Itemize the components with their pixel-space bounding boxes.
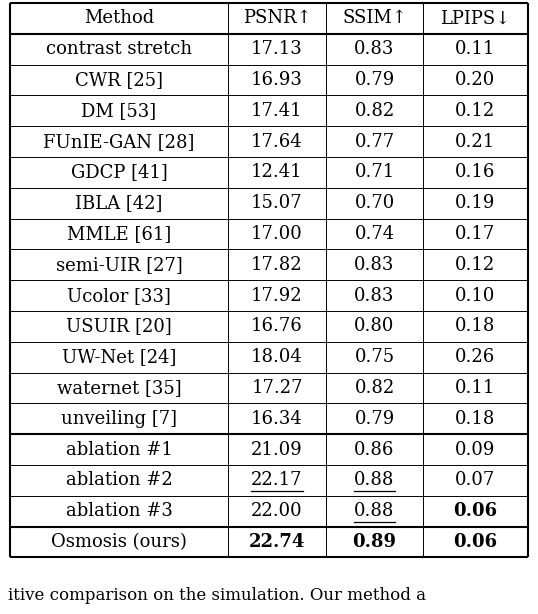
- Text: 17.27: 17.27: [251, 379, 303, 397]
- Text: SSIM↑: SSIM↑: [342, 9, 407, 28]
- Text: Method: Method: [84, 9, 154, 28]
- Text: 0.82: 0.82: [355, 102, 395, 120]
- Text: ablation #1: ablation #1: [66, 441, 173, 459]
- Text: 15.07: 15.07: [251, 194, 303, 212]
- Text: 0.20: 0.20: [455, 71, 495, 89]
- Text: 0.75: 0.75: [355, 348, 394, 366]
- Text: 0.12: 0.12: [455, 102, 495, 120]
- Text: 17.82: 17.82: [251, 256, 303, 274]
- Text: 0.21: 0.21: [455, 133, 495, 150]
- Text: 17.13: 17.13: [251, 40, 303, 58]
- Text: ablation #3: ablation #3: [66, 502, 173, 520]
- Text: FUnIE-GAN [28]: FUnIE-GAN [28]: [44, 133, 195, 150]
- Text: 0.19: 0.19: [455, 194, 495, 212]
- Text: 21.09: 21.09: [251, 441, 303, 459]
- Text: ablation #2: ablation #2: [66, 472, 172, 489]
- Text: 0.83: 0.83: [355, 287, 395, 305]
- Text: Osmosis (ours): Osmosis (ours): [51, 533, 187, 551]
- Text: 0.11: 0.11: [455, 40, 495, 58]
- Text: 0.06: 0.06: [454, 502, 498, 520]
- Text: UW-Net [24]: UW-Net [24]: [62, 348, 176, 366]
- Text: 17.00: 17.00: [251, 225, 303, 243]
- Text: 0.10: 0.10: [455, 287, 495, 305]
- Text: 17.41: 17.41: [251, 102, 303, 120]
- Text: 0.74: 0.74: [355, 225, 394, 243]
- Text: GDCP [41]: GDCP [41]: [70, 163, 167, 181]
- Text: 0.26: 0.26: [455, 348, 495, 366]
- Text: 0.12: 0.12: [455, 256, 495, 274]
- Text: contrast stretch: contrast stretch: [46, 40, 192, 58]
- Text: 22.00: 22.00: [251, 502, 303, 520]
- Text: USUIR [20]: USUIR [20]: [66, 317, 172, 335]
- Text: 16.93: 16.93: [251, 71, 303, 89]
- Text: LPIPS↓: LPIPS↓: [440, 9, 511, 28]
- Text: MMLE [61]: MMLE [61]: [67, 225, 171, 243]
- Text: CWR [25]: CWR [25]: [75, 71, 163, 89]
- Text: 0.71: 0.71: [355, 163, 395, 181]
- Text: 0.07: 0.07: [455, 472, 495, 489]
- Text: 0.79: 0.79: [355, 410, 395, 428]
- Text: 0.88: 0.88: [355, 472, 395, 489]
- Text: 0.83: 0.83: [355, 256, 395, 274]
- Text: 0.80: 0.80: [355, 317, 395, 335]
- Text: 17.64: 17.64: [251, 133, 303, 150]
- Text: 22.17: 22.17: [251, 472, 303, 489]
- Text: 0.06: 0.06: [454, 533, 498, 551]
- Text: itive comparison on the simulation. Our method a: itive comparison on the simulation. Our …: [8, 588, 426, 605]
- Text: 0.18: 0.18: [455, 317, 495, 335]
- Text: PSNR↑: PSNR↑: [243, 9, 312, 28]
- Text: 0.77: 0.77: [355, 133, 394, 150]
- Text: 0.11: 0.11: [455, 379, 495, 397]
- Text: 12.41: 12.41: [251, 163, 303, 181]
- Text: 0.17: 0.17: [455, 225, 495, 243]
- Text: 18.04: 18.04: [251, 348, 303, 366]
- Text: semi-UIR [27]: semi-UIR [27]: [55, 256, 182, 274]
- Text: 0.86: 0.86: [355, 441, 395, 459]
- Text: waternet [35]: waternet [35]: [56, 379, 181, 397]
- Text: 0.18: 0.18: [455, 410, 495, 428]
- Text: 0.83: 0.83: [355, 40, 395, 58]
- Text: 0.70: 0.70: [355, 194, 395, 212]
- Text: 22.74: 22.74: [249, 533, 305, 551]
- Text: 0.16: 0.16: [455, 163, 495, 181]
- Text: 0.88: 0.88: [355, 502, 395, 520]
- Text: Ucolor [33]: Ucolor [33]: [67, 287, 171, 305]
- Text: 0.09: 0.09: [455, 441, 495, 459]
- Text: 0.89: 0.89: [352, 533, 397, 551]
- Text: 16.76: 16.76: [251, 317, 303, 335]
- Text: 0.79: 0.79: [355, 71, 395, 89]
- Text: 0.82: 0.82: [355, 379, 395, 397]
- Text: unveiling [7]: unveiling [7]: [61, 410, 177, 428]
- Text: IBLA [42]: IBLA [42]: [75, 194, 162, 212]
- Text: DM [53]: DM [53]: [81, 102, 157, 120]
- Text: 17.92: 17.92: [251, 287, 303, 305]
- Text: 16.34: 16.34: [251, 410, 303, 428]
